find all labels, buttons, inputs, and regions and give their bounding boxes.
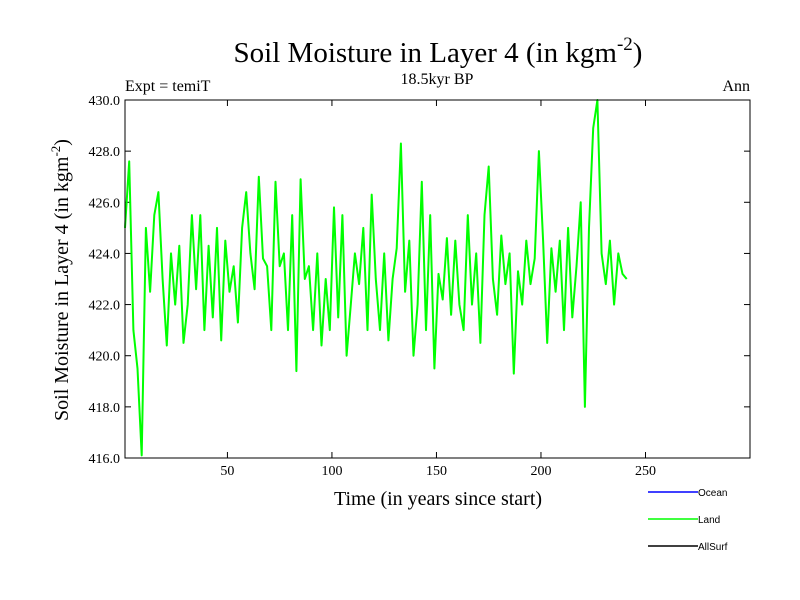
subtitle-center: 18.5kyr BP [401, 71, 474, 88]
y-axis-label: Soil Moisture in Layer 4 (in kgm-2) [48, 139, 73, 421]
series-layer [124, 99, 628, 457]
y-tick-label: 426.0 [89, 196, 121, 211]
x-tick-label: 50 [220, 464, 234, 479]
y-tick-label: 422.0 [89, 299, 121, 314]
legend: Ocean Land AllSurf [648, 488, 728, 553]
y-tick-label: 420.0 [89, 350, 121, 365]
x-tick-label: 200 [530, 464, 551, 479]
x-axis-ticks: 50 100 150 200 250 [220, 100, 656, 479]
legend-ocean-label: Ocean [698, 488, 727, 499]
y-axis-ticks: 416.0 418.0 420.0 422.0 424.0 426.0 428.0 430.0 [89, 94, 750, 467]
legend-land-label: Land [698, 515, 720, 526]
plot-frame [124, 99, 751, 459]
legend-allsurf-label: AllSurf [698, 542, 728, 553]
series-line-land [124, 99, 628, 457]
y-tick-label: 428.0 [89, 145, 121, 160]
x-tick-label: 100 [321, 464, 342, 479]
subtitle-right: Ann [722, 78, 750, 95]
x-axis-label: Time (in years since start) [334, 488, 542, 510]
x-tick-label: 250 [635, 464, 656, 479]
y-tick-label: 430.0 [89, 94, 121, 109]
chart-title: Soil Moisture in Layer 4 (in kgm-2) [234, 34, 643, 69]
y-tick-label: 424.0 [89, 247, 121, 262]
y-tick-label: 416.0 [89, 452, 121, 467]
x-tick-label: 150 [426, 464, 447, 479]
y-tick-label: 418.0 [89, 401, 121, 416]
subtitle-left: Expt = temiT [125, 78, 211, 95]
